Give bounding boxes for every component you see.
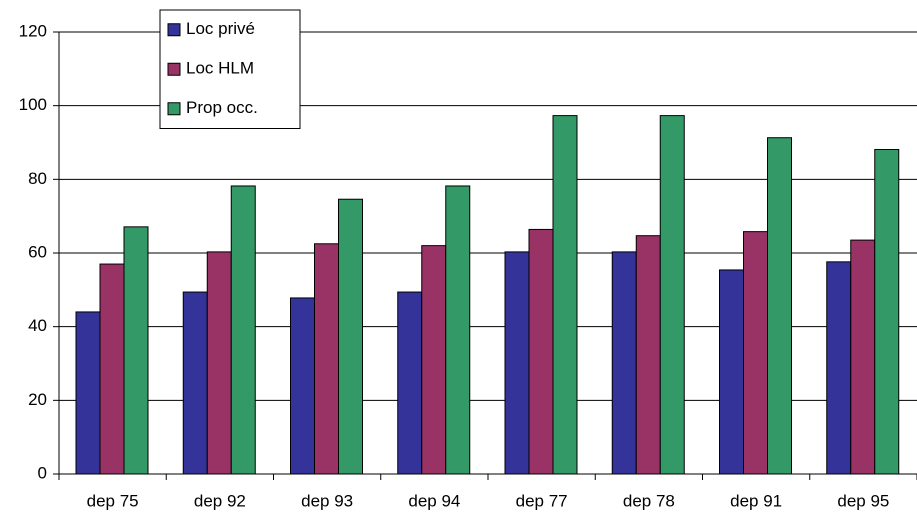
y-tick-label: 60: [28, 242, 47, 261]
y-tick-label: 100: [19, 95, 47, 114]
legend-label: Loc HLM: [186, 59, 254, 78]
bar: [743, 231, 768, 475]
x-tick-label: dep 75: [87, 491, 139, 510]
x-tick-label: dep 95: [837, 491, 889, 510]
bar: [338, 198, 363, 475]
bar: [75, 311, 101, 475]
bar: [230, 185, 256, 475]
x-tick-label: dep 93: [301, 491, 353, 510]
legend-swatch: [167, 62, 181, 76]
x-tick-label: dep 92: [194, 491, 246, 510]
x-tick-label: dep 94: [408, 491, 460, 510]
x-tick-label: dep 91: [730, 491, 782, 510]
bar: [659, 115, 685, 475]
bar: [123, 226, 149, 475]
bar: [421, 245, 447, 475]
x-tick-label: dep 78: [623, 491, 675, 510]
bar: [397, 291, 423, 475]
bar: [850, 239, 876, 475]
bar: [445, 185, 471, 475]
y-tick-label: 120: [19, 21, 47, 40]
bar: [504, 251, 530, 475]
bar: [99, 263, 125, 475]
bar: [528, 228, 554, 475]
legend-swatch: [167, 102, 181, 116]
y-tick-label: 80: [28, 169, 47, 188]
bar: [767, 137, 792, 475]
legend-label: Loc privé: [186, 19, 255, 38]
bar: [290, 297, 315, 475]
y-tick-label: 0: [38, 463, 47, 482]
bar: [611, 251, 637, 475]
bar: [314, 243, 339, 475]
x-tick-label: dep 77: [516, 491, 568, 510]
y-tick-label: 20: [28, 390, 47, 409]
bar: [552, 115, 578, 475]
y-tick-label: 40: [28, 316, 47, 335]
bar: [206, 251, 232, 475]
legend-swatch: [167, 23, 181, 37]
legend-label: Prop occ.: [186, 98, 258, 117]
bar: [874, 148, 900, 475]
bar: [719, 269, 744, 475]
legend-box: [159, 9, 301, 129]
bar: [635, 235, 661, 475]
bar: [826, 261, 852, 475]
bar: [182, 291, 208, 475]
